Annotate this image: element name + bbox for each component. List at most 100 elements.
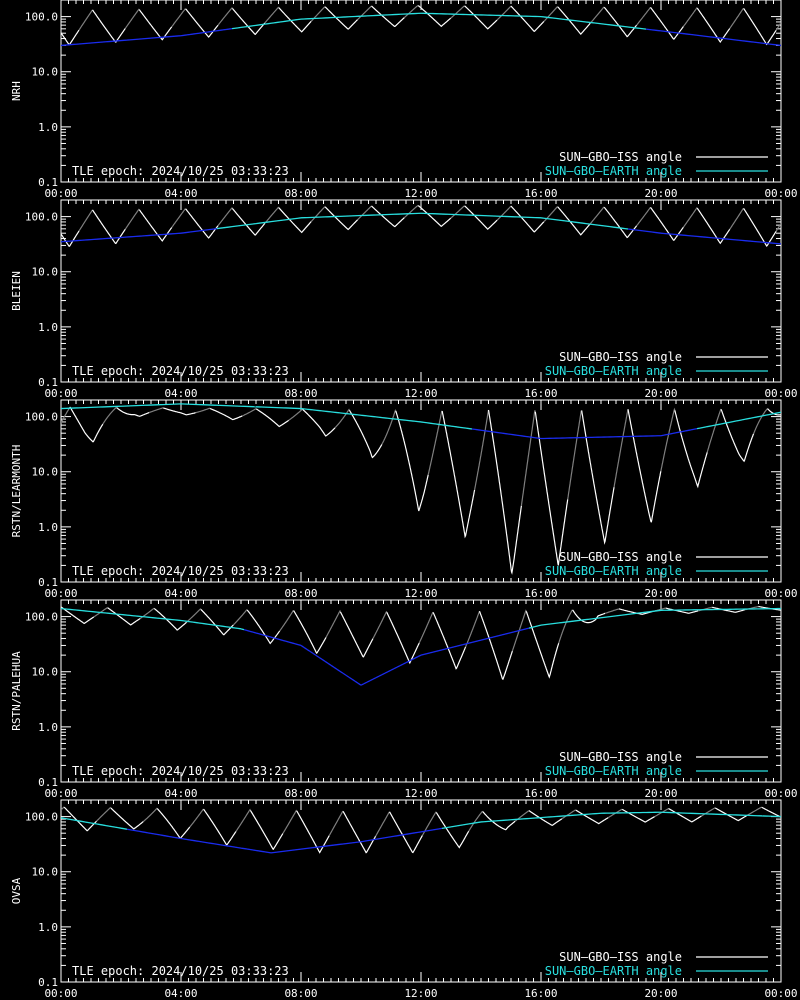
series-line-iss [375, 811, 390, 837]
series-line-earth [777, 411, 781, 414]
series-line-earth [717, 423, 722, 426]
series-line-earth [774, 412, 779, 415]
series-line-earth [459, 644, 464, 647]
series-line-earth [726, 421, 731, 424]
series-line-iss [558, 609, 573, 644]
series-line-earth [537, 624, 542, 627]
series-line-earth [279, 638, 284, 642]
series-line-iss [156, 808, 191, 840]
series-line-iss [682, 7, 698, 27]
series-line-earth [114, 826, 119, 829]
series-line-iss [107, 607, 141, 626]
series-line-earth [135, 830, 140, 832]
series-line-earth [243, 629, 248, 632]
y-axis-label: OVSA [10, 877, 23, 904]
series-line-iss [534, 411, 569, 566]
series-line-iss [621, 808, 655, 823]
x-tick-label: 00:00 [764, 587, 797, 600]
series-line-iss [153, 607, 187, 631]
x-tick-label: 00:00 [44, 387, 77, 400]
series-line-iss [231, 8, 266, 35]
legend-label-iss: SUN—GBO—ISS angle [559, 550, 682, 564]
series-line-earth [288, 641, 293, 644]
series-line-earth [732, 420, 737, 423]
series-line-iss [296, 810, 330, 854]
series-line-iss [395, 410, 429, 512]
series-line-earth [342, 672, 347, 676]
series-line-earth [408, 659, 413, 662]
series-line-earth [159, 834, 164, 837]
series-line-iss [138, 9, 173, 41]
series-line-earth [462, 643, 467, 646]
series-line-earth [435, 650, 440, 653]
series-line-earth [525, 627, 530, 630]
series-line-earth [318, 656, 323, 660]
series-line-earth [387, 669, 392, 673]
series-line-iss [450, 205, 465, 219]
legend-label-iss: SUN—GBO—ISS angle [559, 950, 682, 964]
series-line-earth [384, 671, 389, 674]
y-tick-label: 1.0 [38, 921, 58, 934]
legend-label-iss: SUN—GBO—ISS angle [559, 750, 682, 764]
series-line-iss [372, 610, 388, 639]
series-line-iss [388, 811, 423, 854]
series-line-earth [393, 666, 398, 670]
series-line-iss [403, 204, 419, 219]
series-line-earth [750, 416, 755, 419]
series-line-earth [477, 639, 482, 642]
panel-2: 0.1 1.0 10.0 100.0 00:00 04:00 08:00 12:00 16:00… [10, 399, 798, 600]
series-line-earth [534, 625, 539, 628]
series-line-iss [525, 611, 560, 679]
series-line-iss [217, 7, 233, 26]
series-line-iss [567, 410, 583, 500]
series-line-earth [672, 432, 677, 435]
series-line-earth [324, 660, 329, 664]
series-line-earth [666, 433, 671, 436]
series-line-iss [381, 409, 397, 445]
series-line-earth [258, 633, 263, 636]
series-line-earth [450, 646, 455, 649]
legend-label-earth: SUN—GBO—EARTH angle [545, 364, 682, 378]
y-tick-label: 0.1 [38, 576, 58, 589]
series-line-iss [775, 223, 781, 232]
y-tick-label: 10.0 [32, 266, 59, 279]
x-tick-label: 12:00 [404, 187, 437, 200]
series-line-iss [149, 407, 164, 414]
series-line-earth [447, 647, 452, 650]
series-line-earth [504, 632, 509, 635]
series-line-earth [510, 631, 515, 634]
series-line-iss [510, 5, 545, 32]
series-line-earth [444, 647, 449, 650]
series-line-earth [96, 823, 101, 826]
series-line-earth [72, 819, 77, 822]
series-line-iss [61, 806, 65, 811]
series-line-iss [339, 611, 374, 658]
series-line-earth [111, 825, 116, 828]
x-tick-label: 04:00 [164, 987, 197, 1000]
x-tick-label: 16:00 [524, 987, 557, 1000]
series-line-earth [273, 637, 278, 640]
x-tick-label: 16:00 [524, 187, 557, 200]
series-line-earth [474, 640, 479, 643]
series-line-earth [75, 819, 80, 822]
y-tick-label: 100.0 [25, 411, 58, 424]
series-line-iss [747, 806, 762, 816]
series-line-earth [708, 425, 713, 427]
series-line-iss [520, 410, 536, 506]
series-line-iss [729, 7, 744, 29]
series-line-earth [357, 682, 362, 686]
series-line-iss [729, 207, 744, 230]
series-line-iss [342, 811, 377, 854]
series-line-iss [189, 808, 204, 828]
series-line-earth [81, 820, 86, 823]
x-tick-label: 08:00 [284, 987, 317, 1000]
series-line-earth [375, 675, 380, 679]
series-line-earth [765, 413, 770, 416]
series-line-earth [117, 827, 122, 829]
series-line-earth [306, 648, 311, 652]
series-line-iss [324, 206, 358, 231]
series-line-earth [360, 683, 365, 686]
series-line-iss [712, 606, 745, 613]
series-line-iss [162, 407, 196, 416]
series-line-earth [492, 635, 497, 638]
